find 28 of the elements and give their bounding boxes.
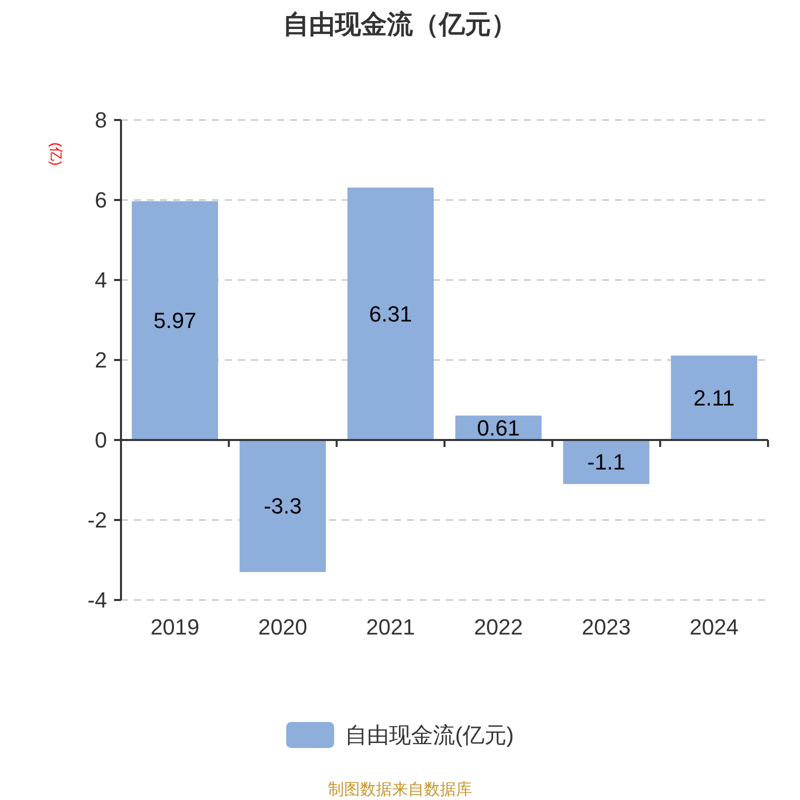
bar bbox=[240, 440, 326, 572]
y-tick-label: 4 bbox=[94, 268, 107, 292]
bar bbox=[347, 188, 434, 440]
data-label: 0.61 bbox=[477, 415, 520, 440]
y-tick-label: -2 bbox=[87, 508, 107, 532]
y-axis-title: (亿) bbox=[48, 142, 64, 166]
bar bbox=[132, 201, 218, 440]
bar bbox=[563, 440, 650, 484]
legend-label: 自由现金流(亿元) bbox=[345, 722, 514, 748]
y-tick-label: 8 bbox=[94, 108, 107, 132]
data-label: 6.31 bbox=[369, 301, 412, 326]
text: 制图数据来自数据库 bbox=[328, 780, 472, 798]
data-label: 5.97 bbox=[154, 308, 196, 334]
x-tick-label: 2021 bbox=[366, 614, 416, 640]
x-tick-label: 2024 bbox=[690, 614, 739, 640]
y-tick-label: 2 bbox=[94, 348, 107, 372]
x-tick-label: 2020 bbox=[258, 614, 308, 640]
x-tick-label: 2019 bbox=[150, 614, 200, 640]
x-tick-label: 2023 bbox=[582, 614, 631, 640]
data-label: -3.3 bbox=[264, 494, 302, 518]
data-label: -1.1 bbox=[587, 450, 626, 474]
chart-title: 自由现金流（亿元） bbox=[283, 9, 517, 39]
bar bbox=[670, 356, 758, 440]
y-tick-label: 6 bbox=[94, 188, 107, 212]
y-tick-label: -4 bbox=[87, 588, 107, 612]
y-tick-label: 0 bbox=[94, 428, 107, 452]
x-tick-label: 2022 bbox=[474, 614, 523, 640]
data-label: 2.11 bbox=[693, 385, 735, 410]
